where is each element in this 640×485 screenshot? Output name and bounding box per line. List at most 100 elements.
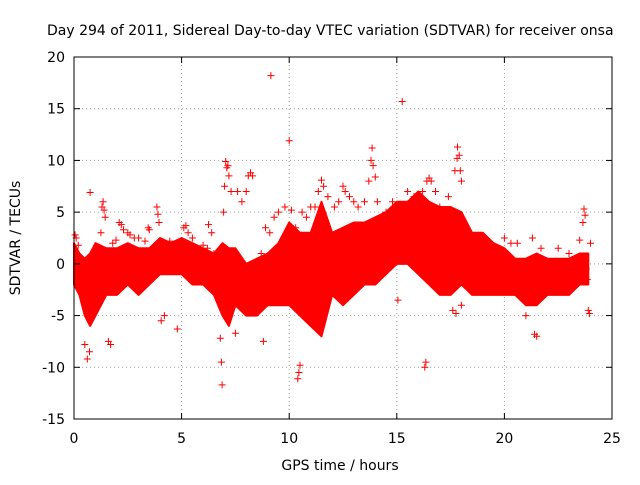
sdtvar-point: [584, 306, 592, 314]
sdtvar-point: [432, 188, 439, 195]
sdtvar-point: [444, 193, 452, 201]
y-tick-label: 20: [47, 50, 65, 66]
sdtvar-point: [112, 236, 120, 244]
y-tick-label: 15: [47, 102, 65, 118]
sdtvar-point: [78, 275, 85, 283]
sdtvar-point: [361, 198, 368, 206]
y-tick-label: -5: [51, 309, 65, 325]
sdtvar-point: [285, 137, 293, 145]
sdtvar-point: [99, 198, 107, 206]
sdtvar-point: [341, 188, 349, 195]
plot-frame: [73, 56, 613, 420]
sdtvar-point: [203, 244, 211, 252]
sdtvar-point: [145, 226, 153, 234]
sdtvar-point: [302, 213, 310, 221]
sdtvar-point: [457, 301, 465, 309]
sdtvar-point: [266, 229, 274, 237]
sdtvar-point: [154, 210, 162, 218]
sdtvar-point: [587, 239, 594, 247]
sdtvar-point: [225, 172, 233, 180]
sdtvar-point: [456, 167, 464, 175]
y-axis-title: SDTVAR / TECUs: [8, 181, 24, 296]
sdtvar-point: [227, 188, 235, 195]
sdtvar-point: [346, 193, 353, 201]
x-tick-label: 5: [177, 431, 186, 447]
sdtvar-point: [475, 234, 483, 242]
sdtvar-point: [281, 203, 289, 211]
sdtvar-point: [208, 229, 216, 237]
sdtvar-point: [270, 213, 278, 221]
x-tick-label: 20: [495, 431, 513, 447]
sdtvar-point: [389, 198, 396, 206]
sdtvar-point: [217, 358, 225, 366]
sdtvar-point: [410, 193, 418, 201]
sdtvar-point: [298, 208, 306, 216]
sdtvar-point: [382, 208, 390, 216]
sdtvar-point: [490, 244, 498, 252]
sdtvar-point: [199, 241, 207, 249]
sdtvar-point: [454, 143, 461, 151]
y-tick-label: 10: [47, 153, 65, 169]
sdtvar-point: [257, 250, 265, 257]
sdtvar-point: [88, 299, 96, 307]
sdtvar-point: [101, 213, 109, 221]
y-tick-label: 0: [56, 257, 65, 273]
sdtvar-point: [173, 325, 181, 333]
sdtvar-point: [184, 229, 192, 237]
sdtvar-point: [215, 296, 223, 304]
y-tick-label: -10: [42, 360, 65, 376]
sdtvar-point: [153, 203, 161, 211]
sdtvar-point: [449, 306, 457, 314]
x-tick-label: 15: [388, 431, 406, 447]
sdtvar-point: [86, 348, 93, 356]
y-tick-label: 5: [56, 205, 65, 221]
sdtvar-point: [314, 188, 322, 195]
sdtvar-point: [188, 234, 196, 242]
sdtvar-point: [394, 296, 402, 304]
sdtvar-point: [421, 363, 429, 371]
sdtvar-point: [576, 236, 584, 244]
sdtvar-point: [579, 219, 587, 226]
sdtvar-point: [242, 188, 250, 195]
x-axis-title: GPS time / hours: [281, 458, 398, 474]
sdtvar-point: [294, 375, 302, 383]
sdtvar-point: [318, 176, 325, 184]
axis-ticks: 0 5 10 15 20 25 -15 -10 -5 0 5 10 15 20: [42, 50, 621, 447]
sdtvar-point: [221, 182, 229, 190]
x-tick-label: 0: [70, 431, 79, 447]
sdtvar-point: [507, 239, 515, 247]
sdtvar-point: [457, 177, 465, 185]
sdtvar-point: [513, 239, 521, 247]
sdtvar-point: [369, 162, 377, 170]
sdtvar-point: [160, 312, 168, 320]
sdtvar-point: [368, 144, 376, 152]
data-points: [71, 72, 594, 389]
sdtvar-point: [339, 182, 347, 190]
sdtvar-point: [533, 332, 541, 340]
sdtvar-point: [427, 177, 435, 185]
sdtvar-point: [216, 334, 224, 342]
sdtvar-point: [107, 341, 115, 348]
sdtvar-point: [155, 219, 163, 226]
sdtvar-point: [565, 250, 573, 257]
sdtvar-point: [83, 355, 91, 363]
sdtvar-point: [135, 234, 143, 242]
sdtvar-point: [585, 310, 593, 317]
sdtvar-point: [259, 337, 267, 345]
sdtvar-point: [436, 203, 444, 211]
sdtvar-point: [267, 72, 275, 80]
sdtvar-point: [371, 173, 379, 181]
sdtvar-point: [120, 226, 127, 234]
sdtvar-point: [210, 250, 218, 257]
sdtvar-point: [583, 275, 591, 283]
sdtvar-point: [582, 265, 590, 273]
sdtvar-point: [262, 224, 269, 232]
sdtvar-point: [500, 234, 508, 242]
sdtvar-point: [97, 229, 105, 237]
sdtvar-point: [224, 162, 232, 170]
sdtvar-point: [126, 231, 134, 239]
sdtvar-point: [404, 188, 412, 195]
sdtvar-point: [455, 151, 463, 159]
